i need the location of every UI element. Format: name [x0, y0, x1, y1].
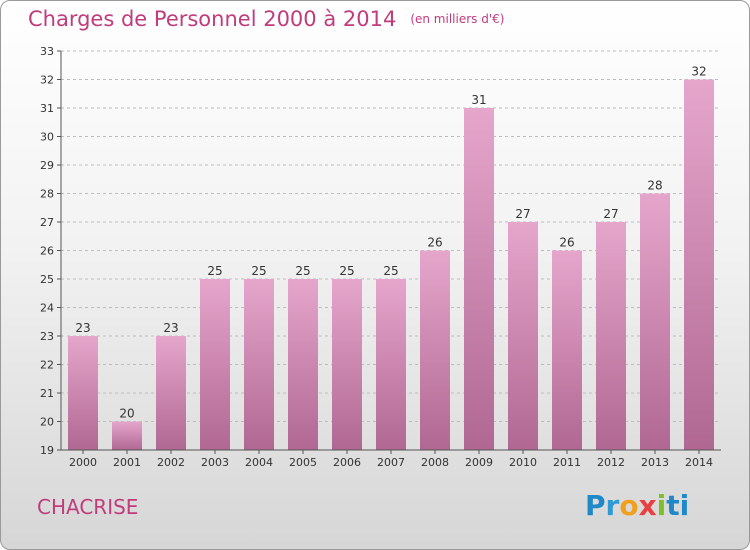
bar: [244, 279, 274, 450]
x-tick-label: 2008: [421, 456, 449, 469]
logo-letter: r: [605, 489, 620, 522]
x-tick-label: 2006: [333, 456, 361, 469]
logo-letter: P: [585, 489, 606, 522]
chart-subtitle: (en milliers d'€): [410, 12, 505, 26]
x-tick-label: 2002: [157, 456, 185, 469]
x-tick-label: 2005: [289, 456, 317, 469]
bar-value-label: 23: [163, 321, 178, 335]
y-tick-label: 20: [40, 416, 54, 429]
bar: [596, 222, 626, 450]
bar: [376, 279, 406, 450]
bars-layer: 23 20 23 25 25 25 25 25 26 31 27 26 27 28 32: [68, 65, 714, 450]
y-tick-label: 22: [40, 359, 54, 372]
bar: [332, 279, 362, 450]
y-tick-label: 28: [40, 188, 54, 201]
x-tick-label: 2003: [201, 456, 229, 469]
bar-value-label: 25: [295, 264, 310, 278]
bar-value-label: 27: [515, 207, 530, 221]
y-tick-label: 30: [40, 131, 54, 144]
bar-value-label: 25: [251, 264, 266, 278]
bar: [68, 336, 98, 450]
x-tick-label: 2004: [245, 456, 273, 469]
logo-letter: ti: [666, 489, 690, 522]
bar: [508, 222, 538, 450]
x-tick-label: 2007: [377, 456, 405, 469]
logo-letter: x: [638, 489, 657, 522]
y-tick-label: 19: [40, 444, 54, 457]
bar-value-label: 20: [119, 407, 134, 421]
y-tick-label: 33: [40, 45, 54, 58]
bar-value-label: 31: [471, 93, 486, 107]
bar-value-label: 26: [559, 236, 574, 250]
title-text: Charges de Personnel 2000 à 2014: [28, 7, 397, 31]
logo-letter: i: [656, 489, 667, 522]
y-tick-label: 24: [40, 302, 54, 315]
y-tick-label: 26: [40, 245, 54, 258]
bar: [640, 193, 670, 450]
bar: [420, 250, 450, 450]
y-tick-label: 25: [40, 273, 54, 286]
logo-letter: o: [619, 489, 639, 522]
x-tick-label: 2013: [641, 456, 669, 469]
x-tick-label: 2001: [113, 456, 141, 469]
x-tick-label: 2011: [553, 456, 581, 469]
x-tick-label: 2000: [69, 456, 97, 469]
y-tick-label: 27: [40, 216, 54, 229]
proxiti-logo[interactable]: Proxiti: [585, 489, 689, 522]
y-tick-label: 31: [40, 102, 54, 115]
bar-value-label: 26: [427, 236, 442, 250]
bar-value-label: 23: [75, 321, 90, 335]
bar: [464, 108, 494, 450]
y-tick-label: 23: [40, 330, 54, 343]
x-tick-label: 2014: [685, 456, 713, 469]
bar-value-label: 25: [207, 264, 222, 278]
bar: [156, 336, 186, 450]
x-tick-label: 2012: [597, 456, 625, 469]
x-tick-label: 2009: [465, 456, 493, 469]
x-tick-label: 2010: [509, 456, 537, 469]
bar: [288, 279, 318, 450]
y-tick-label: 29: [40, 159, 54, 172]
y-tick-label: 32: [40, 74, 54, 87]
bar: [552, 250, 582, 450]
bar: [112, 421, 142, 450]
chart-title: Charges de Personnel 2000 à 2014 (en mill…: [28, 7, 504, 31]
bar: [200, 279, 230, 450]
bar-value-label: 25: [339, 264, 354, 278]
bar-value-label: 25: [383, 264, 398, 278]
town-name: CHACRISE: [37, 495, 139, 519]
axis-layer: 19 20 21 22 23 24 25 26 27 28 29 30 31 32 33 2000 2001 20…: [40, 45, 721, 469]
bar-value-label: 28: [647, 179, 662, 193]
y-tick-label: 21: [40, 387, 54, 400]
bar-value-label: 27: [603, 207, 618, 221]
bar-value-label: 32: [691, 65, 706, 79]
bar: [684, 79, 714, 450]
